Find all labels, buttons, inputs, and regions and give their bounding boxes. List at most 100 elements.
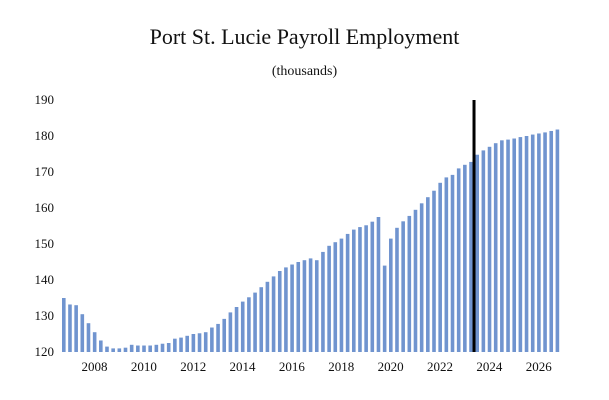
bar xyxy=(197,333,202,352)
chart-subtitle: (thousands) xyxy=(271,64,338,79)
bar xyxy=(450,174,455,352)
bar xyxy=(327,245,331,352)
bar xyxy=(296,262,301,352)
bar xyxy=(129,344,134,352)
bar xyxy=(419,203,424,352)
bar xyxy=(370,221,375,352)
bar xyxy=(191,334,196,352)
bar xyxy=(210,327,214,352)
bar xyxy=(438,182,442,352)
bar xyxy=(500,140,504,352)
bar xyxy=(401,221,405,352)
bar xyxy=(339,238,344,352)
y-tick-label: 160 xyxy=(35,200,55,215)
bars xyxy=(62,129,560,352)
bar xyxy=(68,304,72,352)
bar xyxy=(240,301,245,352)
bar xyxy=(234,307,239,352)
bar xyxy=(173,338,177,352)
x-tick-label: 2010 xyxy=(131,359,157,374)
bar xyxy=(222,318,227,352)
x-axis: 2008 2010 2012 2014 2016 2018 2020 2022 2024 2026 xyxy=(81,359,552,374)
bar xyxy=(432,190,436,352)
bar xyxy=(259,287,264,352)
bar xyxy=(99,340,103,352)
bar xyxy=(148,345,152,352)
bar xyxy=(444,177,449,352)
bar xyxy=(333,242,338,352)
bar xyxy=(228,312,233,352)
bar xyxy=(62,298,66,352)
y-tick-label: 120 xyxy=(35,344,55,359)
bar xyxy=(543,132,547,352)
bar xyxy=(117,348,122,352)
bar xyxy=(506,139,510,352)
bar xyxy=(142,345,146,352)
bar xyxy=(407,215,412,352)
bar xyxy=(179,337,183,352)
x-tick-label: 2026 xyxy=(526,359,553,374)
bar xyxy=(512,138,517,352)
bar xyxy=(123,347,128,352)
bar xyxy=(530,134,535,352)
bar xyxy=(86,323,91,352)
bar xyxy=(382,265,387,352)
y-tick-label: 150 xyxy=(35,236,55,251)
bar xyxy=(308,258,313,352)
bar xyxy=(426,197,430,352)
chart-title: Port St. Lucie Payroll Employment xyxy=(149,24,460,49)
bar xyxy=(376,217,381,352)
bar xyxy=(358,227,362,352)
bar xyxy=(265,281,270,352)
bar xyxy=(469,161,473,352)
bar xyxy=(364,225,368,352)
bar xyxy=(185,335,189,352)
bar xyxy=(105,346,109,352)
bar xyxy=(493,143,498,352)
bar xyxy=(314,260,319,352)
y-tick-label: 180 xyxy=(35,128,55,143)
bar xyxy=(277,271,282,352)
bar xyxy=(154,344,159,352)
bar xyxy=(518,137,523,352)
x-tick-label: 2014 xyxy=(230,359,257,374)
x-tick-label: 2018 xyxy=(328,359,354,374)
bar xyxy=(395,227,399,352)
bar xyxy=(456,168,461,352)
bar xyxy=(475,154,479,352)
bar xyxy=(302,260,307,352)
bar xyxy=(160,343,165,352)
bar xyxy=(555,129,560,352)
bar xyxy=(524,136,529,352)
bar xyxy=(253,292,257,352)
bar xyxy=(136,345,140,352)
bar xyxy=(549,130,554,352)
bar xyxy=(247,297,251,352)
bar xyxy=(321,251,325,352)
bar xyxy=(487,146,492,352)
bar xyxy=(111,348,115,352)
bar xyxy=(216,323,220,352)
bar xyxy=(80,314,85,352)
x-tick-label: 2020 xyxy=(378,359,404,374)
bar xyxy=(481,150,486,352)
bar xyxy=(92,332,97,352)
x-tick-label: 2024 xyxy=(476,359,503,374)
bar xyxy=(413,209,418,352)
y-tick-label: 190 xyxy=(35,92,55,107)
bar xyxy=(290,264,294,352)
x-tick-label: 2012 xyxy=(180,359,206,374)
x-tick-label: 2008 xyxy=(81,359,107,374)
x-tick-label: 2022 xyxy=(427,359,453,374)
bar xyxy=(345,233,350,352)
y-tick-label: 130 xyxy=(35,308,55,323)
bar xyxy=(389,238,393,352)
y-tick-label: 170 xyxy=(35,164,55,179)
bar xyxy=(537,133,541,352)
y-tick-label: 140 xyxy=(35,272,55,287)
bar xyxy=(351,229,356,352)
bar xyxy=(203,332,208,352)
bar xyxy=(463,164,467,352)
bar xyxy=(284,267,288,352)
